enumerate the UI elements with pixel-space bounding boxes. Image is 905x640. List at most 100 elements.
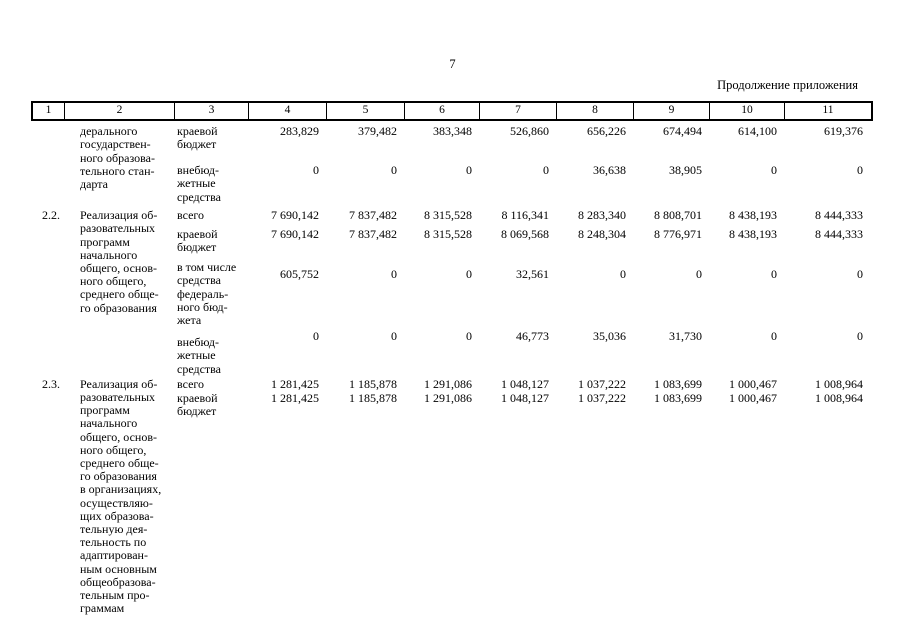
value-cell: 0	[313, 329, 319, 344]
value-cell: 1 291,086	[424, 376, 472, 391]
value-cell: 0	[857, 267, 863, 282]
value-cell: 0	[391, 329, 397, 344]
value-cell: 0	[543, 163, 549, 178]
value-cell: 8 248,304	[578, 227, 626, 242]
value-cell: 1 037,222	[578, 376, 626, 391]
header-cell: 11	[822, 104, 834, 116]
value-cell: 0	[771, 267, 777, 282]
budget-subrow: внебюд- жетные средства 0 0 0 0 36,638 3…	[173, 164, 873, 207]
header-cell: 1	[33, 103, 65, 120]
budget-subrows: краевой бюджет 283,829 379,482 383,348 5…	[173, 125, 873, 207]
budget-subrow: краевой бюджет 283,829 379,482 383,348 5…	[173, 125, 873, 164]
value-cell: 1 048,127	[501, 390, 549, 405]
table-header-row: 1 2 3 4 5 6 7 8 9 10 11	[31, 101, 873, 122]
value-cell: 8 116,341	[501, 208, 549, 223]
page-number: 7	[449, 57, 456, 71]
value-cell: 1 291,086	[424, 390, 472, 405]
value-cell: 1 008,964	[815, 376, 863, 391]
table-row: 2.3. Реализация об- разовательных програ…	[31, 376, 873, 616]
value-cell: 0	[466, 267, 472, 282]
value-cell: 0	[620, 267, 626, 282]
value-cell: 379,482	[358, 124, 397, 139]
header-cell: 7	[480, 103, 557, 120]
value-cell: 383,348	[433, 124, 472, 139]
budget-type-label: внебюд- жетные средства	[177, 335, 222, 376]
budget-subrow: краевой бюджет 1 281,425 1 185,878 1 291…	[173, 390, 873, 419]
header-cell: 6	[405, 103, 480, 120]
value-cell: 1 037,222	[578, 390, 626, 405]
value-cell: 35,036	[593, 329, 626, 344]
budget-type-label: краевой бюджет	[177, 390, 218, 419]
value-cell: 283,829	[280, 124, 319, 139]
value-cell: 8 069,568	[501, 227, 549, 242]
value-cell: 1 000,467	[729, 376, 777, 391]
value-cell: 1 281,425	[271, 390, 319, 405]
value-cell: 8 444,333	[815, 227, 863, 242]
continuation-note: Продолжение приложения	[717, 78, 858, 92]
budget-type-label: внебюд- жетные средства	[177, 163, 222, 204]
value-cell: 674,494	[663, 124, 702, 139]
value-cell: 8 315,528	[424, 208, 472, 223]
value-cell: 605,752	[280, 267, 319, 282]
budget-subrow: всего 7 690,142 7 837,482 8 315,528 8 11…	[173, 209, 873, 228]
activity-name: дерального государствен- ного образова- …	[80, 124, 155, 192]
value-cell: 46,773	[516, 329, 549, 344]
value-cell: 619,376	[824, 124, 863, 139]
budget-type-label: краевой бюджет	[177, 227, 218, 255]
value-cell: 7 837,482	[349, 227, 397, 242]
activity-name: Реализация об- разовательных программ на…	[80, 208, 159, 315]
value-cell: 1 000,467	[729, 390, 777, 405]
activity-name: Реализация об- разовательных программ на…	[80, 376, 162, 616]
header-cell: 10	[710, 103, 785, 120]
budget-subrow: краевой бюджет 7 690,142 7 837,482 8 315…	[173, 228, 873, 261]
value-cell: 0	[466, 163, 472, 178]
table-body: дерального государствен- ного образова- …	[31, 125, 873, 615]
row-number: 2.2.	[42, 208, 60, 223]
value-cell: 8 776,971	[654, 227, 702, 242]
value-cell: 1 281,425	[271, 376, 319, 391]
budget-type-label: всего	[177, 376, 205, 391]
value-cell: 7 690,142	[271, 208, 319, 223]
header-cell: 3	[175, 103, 249, 120]
budget-type-label: всего	[177, 208, 205, 223]
value-cell: 1 185,878	[349, 376, 397, 391]
budget-subrows: всего 7 690,142 7 837,482 8 315,528 8 11…	[173, 209, 873, 376]
header-cell: 9	[634, 103, 710, 120]
value-cell: 1 185,878	[349, 390, 397, 405]
budget-type-label: в том числе средства федераль- ного бюд-…	[177, 260, 237, 328]
value-cell: 526,860	[510, 124, 549, 139]
value-cell: 8 444,333	[815, 208, 863, 223]
value-cell: 38,905	[669, 163, 702, 178]
value-cell: 614,100	[738, 124, 777, 139]
value-cell: 0	[391, 163, 397, 178]
value-cell: 0	[391, 267, 397, 282]
value-cell: 32,561	[516, 267, 549, 282]
header-cell: 8	[557, 103, 634, 120]
value-cell: 7 690,142	[271, 227, 319, 242]
value-cell: 1 008,964	[815, 390, 863, 405]
value-cell: 8 438,193	[729, 208, 777, 223]
table-row: дерального государствен- ного образова- …	[31, 125, 873, 207]
budget-subrow: всего 1 281,425 1 185,878 1 291,086 1 04…	[173, 376, 873, 392]
value-cell: 36,638	[593, 163, 626, 178]
value-cell: 0	[857, 163, 863, 178]
value-cell: 0	[857, 329, 863, 344]
value-cell: 8 283,340	[578, 208, 626, 223]
value-cell: 0	[466, 329, 472, 344]
value-cell: 0	[313, 163, 319, 178]
budget-subrow: внебюд- жетные средства 0 0 0 46,773 35,…	[173, 330, 873, 376]
value-cell: 0	[696, 267, 702, 282]
header-cell: 4	[249, 103, 327, 120]
row-number: 2.3.	[42, 376, 60, 391]
budget-subrows: всего 1 281,425 1 185,878 1 291,086 1 04…	[173, 376, 873, 419]
value-cell: 0	[771, 329, 777, 344]
budget-type-label: краевой бюджет	[177, 124, 218, 152]
value-cell: 31,730	[669, 329, 702, 344]
value-cell: 7 837,482	[349, 208, 397, 223]
budget-subrow: в том числе средства федераль- ного бюд-…	[173, 261, 873, 330]
value-cell: 656,226	[587, 124, 626, 139]
header-cell: 2	[65, 103, 175, 120]
header-cell: 5	[327, 103, 405, 120]
table-row: 2.2. Реализация об- разовательных програ…	[31, 209, 873, 376]
